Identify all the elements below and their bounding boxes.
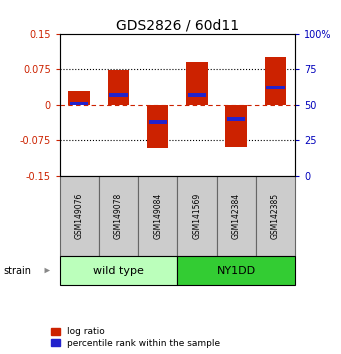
Text: GSM149076: GSM149076 (75, 193, 84, 239)
Bar (149, 120, 167, 124)
Bar (69, 91, 90, 105)
Bar (188, 93, 206, 97)
Bar (177, 176, 217, 256)
Bar (147, 105, 168, 148)
Bar (99, 176, 138, 256)
Bar (227, 118, 245, 121)
Text: GSM142385: GSM142385 (271, 193, 280, 239)
Bar (177, 256, 295, 285)
Bar (266, 86, 284, 89)
Bar (265, 57, 286, 105)
Bar (217, 176, 256, 256)
Bar (186, 62, 208, 105)
Text: wild type: wild type (93, 266, 144, 275)
Bar (70, 102, 88, 105)
Title: GDS2826 / 60d11: GDS2826 / 60d11 (116, 18, 239, 33)
Legend: log ratio, percentile rank within the sample: log ratio, percentile rank within the sa… (49, 326, 222, 349)
Text: GSM141569: GSM141569 (192, 193, 202, 239)
Text: GSM149084: GSM149084 (153, 193, 162, 239)
Text: strain: strain (3, 266, 31, 275)
Bar (108, 70, 129, 105)
Bar (225, 105, 247, 147)
Text: GSM142384: GSM142384 (232, 193, 241, 239)
Bar (60, 256, 177, 285)
Text: GSM149078: GSM149078 (114, 193, 123, 239)
Bar (60, 176, 99, 256)
Bar (138, 176, 177, 256)
Bar (256, 176, 295, 256)
Text: NY1DD: NY1DD (217, 266, 256, 275)
Bar (109, 93, 128, 97)
